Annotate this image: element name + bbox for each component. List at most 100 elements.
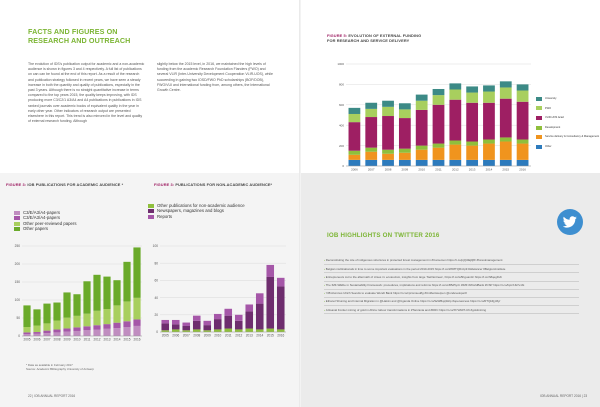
bar-segment bbox=[234, 314, 243, 321]
bar-segment bbox=[123, 301, 131, 322]
bar-segment bbox=[83, 326, 91, 331]
x-tick-label: 2016 bbox=[277, 334, 284, 338]
bar-segment bbox=[93, 329, 101, 336]
bar-segment bbox=[123, 321, 131, 327]
bar-segment bbox=[432, 104, 445, 144]
tweet-bullet-icon: › bbox=[324, 307, 326, 312]
legend-label: Other publications for non-academic audi… bbox=[157, 203, 245, 208]
legend-label: Reports bbox=[157, 213, 173, 219]
x-tick-label: 2015 bbox=[502, 168, 509, 172]
twitter-bird-icon bbox=[557, 209, 583, 235]
bar-segment bbox=[266, 328, 275, 332]
legend-entry: Other peer-reviewed papers bbox=[14, 221, 77, 226]
bar-segment bbox=[103, 324, 111, 329]
x-tick-label: 2007 bbox=[43, 338, 50, 342]
bar-segment bbox=[213, 329, 222, 332]
y-tick-label: 60 bbox=[154, 279, 158, 283]
bar-segment bbox=[83, 281, 91, 314]
bar-segment bbox=[483, 102, 495, 140]
bar-segment bbox=[398, 109, 411, 119]
bar-segment bbox=[415, 145, 428, 150]
bar-segment bbox=[171, 319, 180, 325]
legend-swatch bbox=[148, 203, 154, 208]
bar-segment bbox=[348, 150, 361, 155]
bar-segment bbox=[382, 153, 394, 160]
bar-segment bbox=[43, 323, 51, 331]
twitter-section-title: IOB HIGHLIGHTS ON TWITTER 2016 bbox=[327, 232, 440, 239]
fig3-chart: 0 50 100 150 200 250 2005 2006 2007 2008 2009 2010 2… bbox=[15, 244, 142, 342]
bar-segment bbox=[33, 325, 41, 333]
bar-segment bbox=[53, 332, 61, 336]
y-tick-label: 400 bbox=[339, 123, 344, 127]
bar-segment bbox=[348, 154, 361, 160]
bar-segment bbox=[348, 122, 361, 151]
tweet-bullet-icon: › bbox=[324, 299, 326, 304]
bar-segment bbox=[203, 325, 212, 331]
bar-segment bbox=[432, 95, 445, 105]
bar-segment bbox=[23, 334, 31, 336]
bar-segment bbox=[103, 276, 111, 309]
bar-segment bbox=[43, 303, 51, 324]
bar-segment bbox=[113, 305, 121, 323]
legend-swatch bbox=[14, 210, 20, 215]
bar-segment bbox=[466, 141, 479, 146]
bar-segment bbox=[398, 152, 411, 160]
bar-segment bbox=[415, 94, 428, 101]
bar-segment bbox=[53, 320, 61, 330]
bar-segment bbox=[255, 293, 264, 304]
bar-segment bbox=[123, 327, 131, 336]
y-tick-label: 40 bbox=[154, 296, 158, 300]
bar-segment bbox=[192, 315, 201, 321]
bar-segment bbox=[449, 140, 462, 145]
bar-segment bbox=[432, 147, 445, 160]
bar-segment bbox=[213, 313, 222, 320]
y-tick-label: 0 bbox=[342, 164, 344, 168]
bar-segment bbox=[365, 151, 378, 160]
bar-segment bbox=[93, 274, 101, 311]
x-tick-label: 2006 bbox=[351, 168, 358, 172]
tweet-text: The IMF-WEDe in Sustainability Framework… bbox=[325, 282, 525, 287]
bar-segment bbox=[449, 144, 462, 160]
fig5-caption: FIGURE 5: EVOLUTION OF EXTERNAL FUNDING … bbox=[327, 33, 421, 43]
bar-segment bbox=[224, 315, 233, 329]
legend-label: VLIR-UOS Acad bbox=[545, 116, 564, 120]
tweet-bullet-icon: › bbox=[324, 282, 326, 287]
y-tick-label: 800 bbox=[339, 83, 344, 87]
tweet-text: Artisanal frontier mining of gold in Afr… bbox=[325, 307, 487, 312]
legend-swatch bbox=[536, 96, 542, 101]
x-tick-label: 2016 bbox=[519, 168, 526, 172]
tweet-text: Belgian multinationals in time to some i… bbox=[325, 266, 506, 271]
fig3-caption: FIGURE 3: IOB PUBLICATIONS FOR ACADEMIC … bbox=[6, 182, 123, 187]
bar-segment bbox=[483, 85, 495, 92]
bar-segment bbox=[245, 311, 254, 329]
bar-segment bbox=[63, 331, 71, 336]
bar-segment bbox=[516, 159, 529, 166]
bar-segment bbox=[516, 90, 529, 102]
x-tick-label: 2014 bbox=[256, 334, 263, 338]
bar-segment bbox=[133, 247, 141, 298]
tweet-text: Reconstituting the role of indigenous st… bbox=[325, 258, 503, 263]
x-tick-label: 2013 bbox=[103, 338, 110, 342]
bar-segment bbox=[93, 325, 101, 330]
bar-segment bbox=[382, 116, 394, 150]
y-tick-label: 1000 bbox=[337, 62, 344, 66]
bar-segment bbox=[499, 141, 512, 160]
fig5-title-line2: FOR RESEARCH AND SERVICE DELIVERY bbox=[327, 38, 410, 43]
bar-segment bbox=[73, 294, 81, 316]
bar-segment bbox=[23, 332, 31, 335]
tweet-text: 'OB Alumnus Ulrich Seevits to evaluate W… bbox=[325, 291, 467, 296]
bar-segment bbox=[43, 333, 51, 336]
bar-segment bbox=[276, 329, 285, 332]
x-tick-label: 2011 bbox=[225, 334, 232, 338]
legend-entry: Other bbox=[536, 142, 599, 152]
bar-segment bbox=[449, 83, 462, 90]
legend-entry: Other publications for non-academic audi… bbox=[148, 203, 245, 208]
x-tick-label: 2009 bbox=[63, 338, 70, 342]
bar-segment bbox=[449, 99, 462, 141]
bar-segment bbox=[483, 139, 495, 144]
x-tick-label: 2010 bbox=[73, 338, 80, 342]
bar-segment bbox=[83, 330, 91, 336]
tweet-list: › Reconstituting the role of indigenous … bbox=[324, 257, 579, 315]
bar-segment bbox=[516, 143, 529, 160]
bar-segment bbox=[449, 89, 462, 100]
